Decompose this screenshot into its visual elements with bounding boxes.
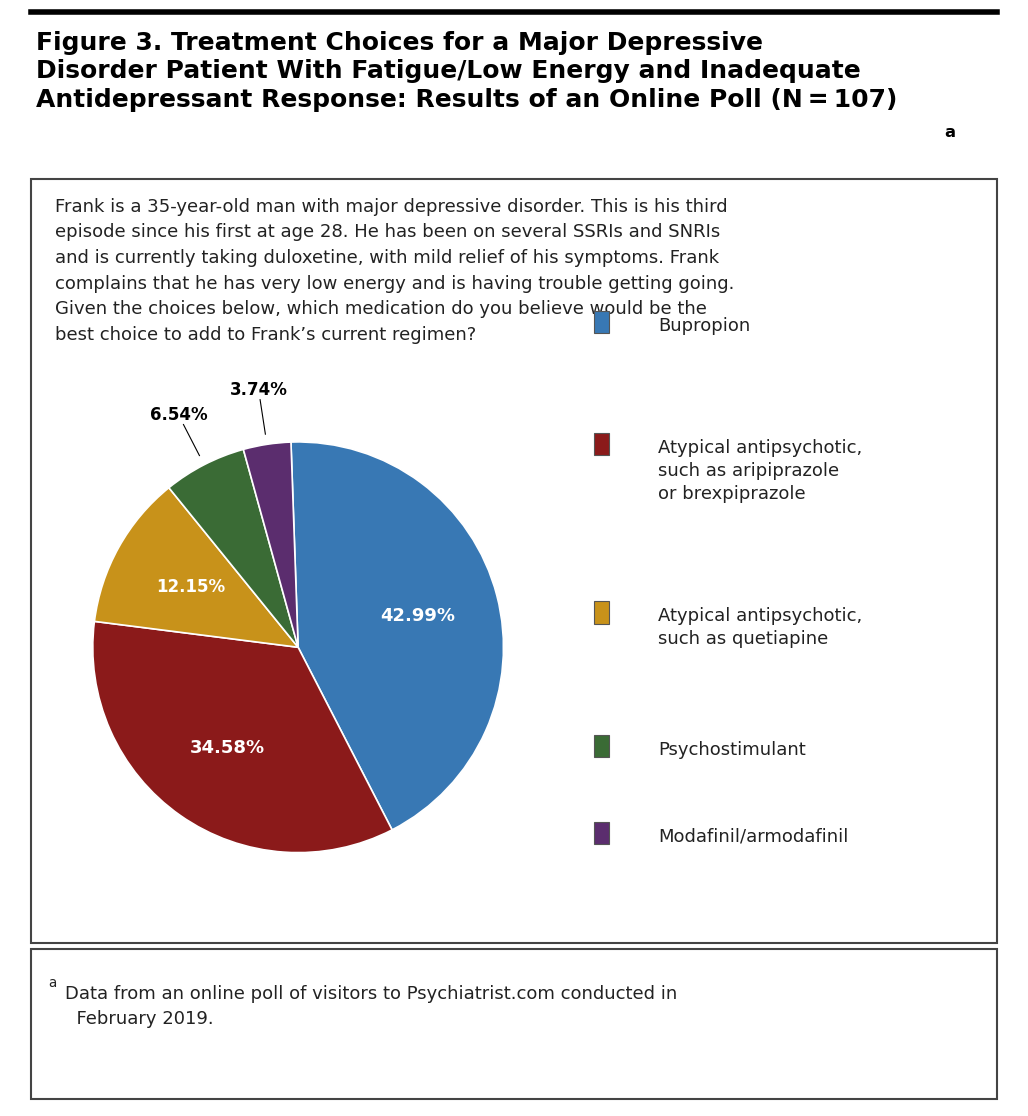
Text: 42.99%: 42.99% (379, 607, 454, 625)
Wedge shape (93, 622, 392, 853)
Wedge shape (291, 442, 504, 830)
FancyBboxPatch shape (594, 734, 610, 757)
Text: 12.15%: 12.15% (156, 578, 225, 596)
Text: a: a (944, 125, 955, 140)
Text: 34.58%: 34.58% (190, 739, 265, 757)
FancyBboxPatch shape (594, 433, 610, 455)
Text: Figure 3. Treatment Choices for a Major Depressive
Disorder Patient With Fatigue: Figure 3. Treatment Choices for a Major … (36, 30, 897, 112)
FancyBboxPatch shape (594, 602, 610, 624)
FancyBboxPatch shape (594, 311, 610, 334)
Text: Bupropion: Bupropion (658, 317, 750, 335)
Text: a: a (48, 975, 57, 990)
Wedge shape (244, 442, 298, 647)
Text: Data from an online poll of visitors to Psychiatrist.com conducted in
  February: Data from an online poll of visitors to … (65, 984, 676, 1028)
Text: Atypical antipsychotic,
such as quetiapine: Atypical antipsychotic, such as quetiapi… (658, 607, 862, 648)
Text: 3.74%: 3.74% (229, 381, 288, 398)
Text: Atypical antipsychotic,
such as aripiprazole
or brexpiprazole: Atypical antipsychotic, such as aripipra… (658, 439, 862, 503)
Text: 6.54%: 6.54% (150, 406, 208, 424)
Text: Psychostimulant: Psychostimulant (658, 741, 806, 759)
Text: Modafinil/armodafinil: Modafinil/armodafinil (658, 828, 848, 846)
FancyBboxPatch shape (594, 821, 610, 844)
Wedge shape (95, 488, 298, 647)
Text: Frank is a 35-year-old man with major depressive disorder. This is his third
epi: Frank is a 35-year-old man with major de… (56, 198, 734, 344)
Wedge shape (169, 450, 298, 647)
